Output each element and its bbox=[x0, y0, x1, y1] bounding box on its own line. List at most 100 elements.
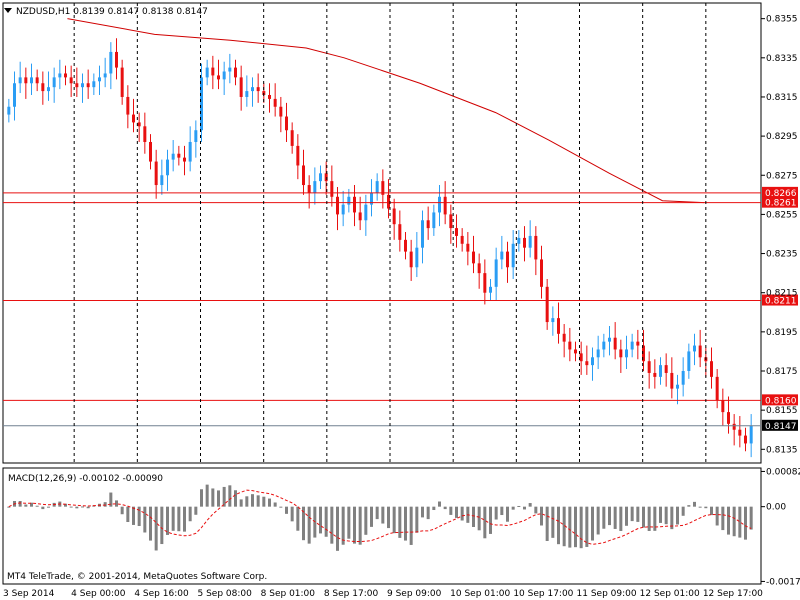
candle-body bbox=[296, 145, 300, 166]
macd-tick-label: 0.00 bbox=[766, 503, 786, 513]
time-label: 12 Sep 17:00 bbox=[703, 589, 763, 599]
candle-body bbox=[7, 106, 11, 115]
macd-bar bbox=[370, 506, 373, 527]
symbol-menu-icon[interactable] bbox=[4, 8, 12, 13]
candle-body bbox=[137, 122, 141, 127]
candle-body bbox=[313, 181, 317, 193]
candle-body bbox=[52, 77, 56, 88]
candle-body bbox=[217, 75, 220, 80]
candle-body bbox=[228, 67, 232, 72]
candle-body bbox=[511, 243, 515, 268]
macd-bar bbox=[676, 506, 679, 525]
candle-body bbox=[149, 141, 152, 162]
macd-bar bbox=[41, 506, 45, 510]
macd-bar bbox=[86, 506, 90, 509]
candle-body bbox=[415, 247, 419, 268]
macd-bar bbox=[228, 485, 232, 507]
macd-bar bbox=[619, 506, 623, 531]
level-label: 0.8160 bbox=[765, 396, 797, 406]
candle-body bbox=[545, 286, 549, 323]
macd-panel[interactable]: 0.00082 0.00 -0.00174 bbox=[2, 467, 800, 587]
candle-body bbox=[353, 196, 356, 213]
macd-bar bbox=[540, 506, 543, 526]
price-tick-label: 0.8215 bbox=[766, 289, 798, 299]
macd-bar bbox=[404, 506, 407, 541]
candle-body bbox=[642, 345, 645, 362]
candle-body bbox=[443, 196, 447, 215]
macd-bar bbox=[81, 506, 84, 508]
macd-bar bbox=[647, 506, 651, 531]
candle-body bbox=[188, 141, 192, 162]
macd-bar bbox=[64, 503, 67, 507]
macd-bar bbox=[591, 506, 594, 541]
level-label: 0.8211 bbox=[765, 297, 797, 307]
level-label: 0.8266 bbox=[765, 189, 797, 199]
candle-body bbox=[687, 351, 691, 371]
macd-bar bbox=[115, 500, 118, 507]
macd-bar bbox=[698, 506, 702, 508]
macd-bar bbox=[489, 506, 492, 534]
candle-body bbox=[239, 77, 243, 97]
macd-bar bbox=[472, 506, 475, 527]
candle-body bbox=[319, 173, 322, 182]
macd-bar bbox=[749, 506, 753, 530]
macd-bar bbox=[494, 506, 498, 520]
macd-bar bbox=[506, 506, 509, 522]
candle-body bbox=[693, 345, 696, 352]
candle-body bbox=[460, 235, 464, 244]
candle-body bbox=[302, 165, 305, 186]
candle-body bbox=[455, 228, 458, 236]
macd-bar bbox=[353, 506, 356, 544]
symbol-header: NZDUSD,H1 0.8139 0.8147 0.8138 0.8147 bbox=[16, 7, 208, 17]
time-axis: 3 Sep 2014 4 Sep 00:00 4 Sep 16:00 5 Sep 08… bbox=[3, 589, 763, 599]
candle-body bbox=[290, 130, 294, 146]
macd-bar bbox=[568, 506, 572, 548]
macd-bar bbox=[347, 506, 351, 539]
macd-bar bbox=[126, 506, 130, 523]
candle-body bbox=[341, 204, 345, 215]
candle-body bbox=[534, 235, 538, 260]
candle-body bbox=[47, 87, 50, 92]
candle-body bbox=[613, 337, 617, 350]
macd-bar bbox=[455, 506, 458, 518]
macd-bar bbox=[670, 506, 674, 530]
macd-bar bbox=[47, 506, 50, 508]
candle-body bbox=[285, 116, 288, 131]
candle-body bbox=[98, 77, 101, 82]
candles-layer bbox=[7, 38, 753, 458]
time-label: 4 Sep 00:00 bbox=[71, 589, 126, 599]
time-label: 8 Sep 01:00 bbox=[261, 589, 316, 599]
time-label: 4 Sep 16:00 bbox=[134, 589, 189, 599]
macd-bar bbox=[545, 506, 549, 541]
macd-bar bbox=[693, 501, 696, 507]
candle-body bbox=[364, 204, 368, 221]
time-label: 11 Sep 09:00 bbox=[577, 589, 637, 599]
candle-body bbox=[58, 73, 62, 78]
macd-bar bbox=[602, 506, 606, 529]
price-panel[interactable] bbox=[2, 2, 762, 464]
macd-bar bbox=[625, 506, 628, 526]
candle-body bbox=[279, 106, 283, 117]
macd-bar bbox=[341, 506, 345, 545]
candle-body bbox=[653, 372, 657, 377]
macd-bar bbox=[188, 506, 192, 522]
macd-bar bbox=[483, 506, 487, 539]
macd-bar bbox=[200, 489, 203, 507]
macd-bar bbox=[511, 506, 515, 510]
candle-body bbox=[608, 337, 611, 342]
macd-bar bbox=[35, 505, 39, 507]
macd-bar bbox=[528, 503, 532, 507]
macd-bar bbox=[7, 506, 11, 508]
macd-bar bbox=[659, 506, 662, 523]
level-label-box bbox=[762, 196, 798, 208]
macd-bar bbox=[715, 506, 719, 526]
candle-body bbox=[392, 208, 396, 225]
price-axis: 0.83550.83350.83150.82950.82750.82550.82… bbox=[761, 15, 798, 455]
candle-body bbox=[749, 425, 753, 444]
macd-bar bbox=[18, 500, 22, 507]
macd-bar bbox=[438, 501, 441, 507]
macd-bar bbox=[268, 498, 271, 507]
macd-bar bbox=[721, 506, 725, 531]
